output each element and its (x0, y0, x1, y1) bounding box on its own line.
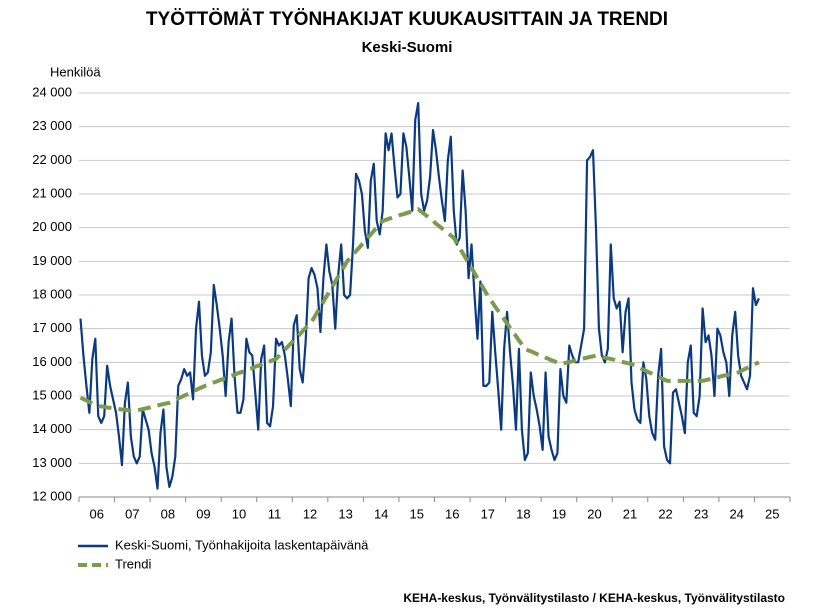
data-line (79, 102, 760, 490)
x-tick-label: 22 (658, 506, 672, 521)
x-tick-label: 11 (268, 506, 282, 521)
x-tick-label: 13 (338, 506, 352, 521)
legend-label: Trendi (115, 556, 151, 571)
trend-line (79, 207, 760, 414)
y-tick-label: 21 000 (32, 185, 72, 200)
x-tick-label: 23 (694, 506, 708, 521)
x-tick-label: 18 (516, 506, 530, 521)
y-tick-label: 20 000 (32, 219, 72, 234)
y-tick-label: 17 000 (32, 320, 72, 335)
x-tick-label: 24 (729, 506, 743, 521)
x-tick-label: 19 (552, 506, 566, 521)
y-axis-label: Henkilöä (50, 64, 101, 79)
x-tick-label: 17 (481, 506, 495, 521)
x-tick-label: 08 (161, 506, 175, 521)
x-tick-label: 06 (90, 506, 104, 521)
y-tick-label: 23 000 (32, 118, 72, 133)
x-tick-label: 09 (196, 506, 210, 521)
y-tick-label: 13 000 (32, 455, 72, 470)
y-tick-label: 15 000 (32, 387, 72, 402)
x-tick-label: 21 (623, 506, 637, 521)
x-tick-label: 12 (303, 506, 317, 521)
x-tick-label: 14 (374, 506, 388, 521)
y-tick-label: 22 000 (32, 152, 72, 167)
x-tick-label: 07 (125, 506, 139, 521)
x-tick-label: 20 (587, 506, 601, 521)
x-tick-label: 25 (765, 506, 779, 521)
chart-title: TYÖTTÖMÄT TYÖNHAKIJAT KUUKAUSITTAIN JA T… (146, 9, 668, 30)
chart-subtitle: Keski-Suomi (362, 39, 453, 56)
source: KEHA-keskus, Työnvälitystilasto / KEHA-k… (403, 591, 785, 605)
x-tick-label: 16 (445, 506, 459, 521)
legend-label: Keski-Suomi, Työnhakijoita laskentapäivä… (115, 537, 369, 552)
x-tick-label: 15 (409, 506, 423, 521)
y-tick-label: 24 000 (32, 84, 72, 99)
y-tick-label: 12 000 (32, 488, 72, 503)
x-tick-label: 10 (232, 506, 246, 521)
y-tick-label: 19 000 (32, 253, 72, 268)
y-tick-label: 16 000 (32, 354, 72, 369)
y-tick-label: 18 000 (32, 286, 72, 301)
y-tick-label: 14 000 (32, 421, 72, 436)
